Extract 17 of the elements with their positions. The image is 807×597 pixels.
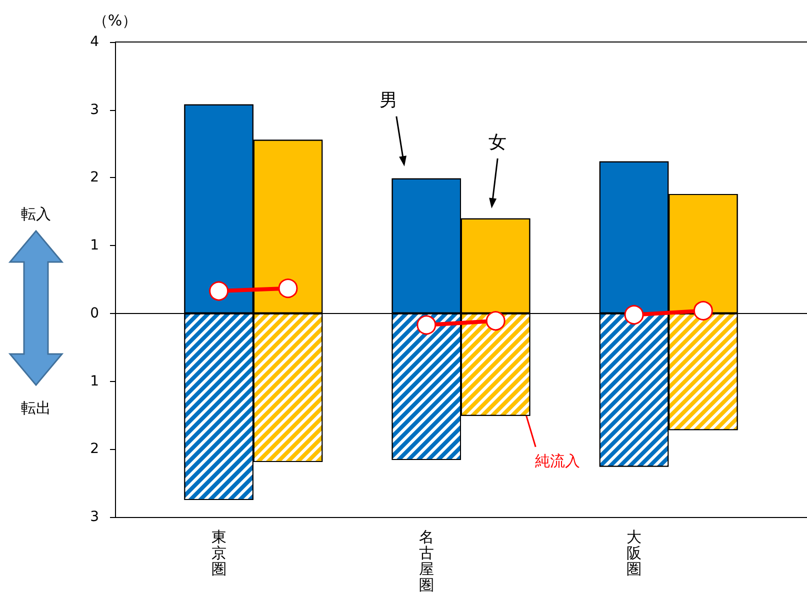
y-tick-label: 0 [90, 305, 99, 322]
y-tick-label: 1 [90, 373, 99, 390]
y-tick-label: 3 [90, 102, 99, 118]
y-tick-label: 3 [90, 509, 99, 525]
y-axis-title: （%） [92, 12, 138, 30]
y-tick-label: 1 [90, 238, 99, 254]
x-tick-label: 東京圏 [211, 528, 226, 578]
annotation: 男 [379, 90, 398, 111]
text: 転入 [21, 205, 51, 223]
annotation: 女 [488, 132, 507, 153]
y-tick-label: 4 [90, 34, 100, 50]
x-tick-label: 名古屋圏 [418, 528, 434, 594]
y-tick-label: 2 [90, 170, 99, 186]
text: 転出 [21, 399, 51, 417]
y-tick-label: 2 [90, 441, 99, 458]
annotation: 純流入 [535, 452, 580, 470]
x-tick-label: 大阪圏 [626, 528, 642, 578]
